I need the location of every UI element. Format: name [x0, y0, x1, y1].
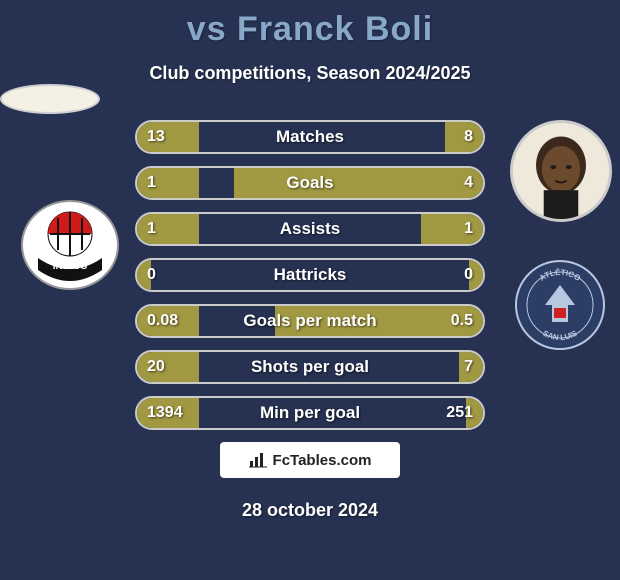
stat-value-right: 0	[464, 258, 473, 292]
stats-bars: Matches138Goals14Assists11Hattricks00Goa…	[135, 120, 485, 442]
stat-track	[135, 304, 485, 338]
page-title: vs Franck Boli	[0, 0, 620, 49]
site-tag[interactable]: FcTables.com	[220, 442, 400, 478]
stat-row: Assists11	[135, 212, 485, 246]
stat-row: Goals14	[135, 166, 485, 200]
stat-row: Goals per match0.080.5	[135, 304, 485, 338]
stat-track	[135, 120, 485, 154]
stat-value-left: 1	[147, 166, 156, 200]
stat-value-right: 8	[464, 120, 473, 154]
left-player-avatar	[0, 84, 100, 114]
stat-row: Shots per goal207	[135, 350, 485, 384]
stat-bar-right	[234, 168, 483, 198]
right-player-avatar	[510, 120, 612, 222]
footer-date: 28 october 2024	[0, 500, 620, 521]
stat-value-right: 4	[464, 166, 473, 200]
chart-icon	[249, 451, 267, 469]
svg-text:INDIOS: INDIOS	[53, 261, 88, 272]
stat-track	[135, 350, 485, 384]
stat-value-left: 20	[147, 350, 165, 384]
stat-value-left: 0.08	[147, 304, 178, 338]
stat-value-left: 0	[147, 258, 156, 292]
stat-value-right: 0.5	[451, 304, 473, 338]
stat-track	[135, 212, 485, 246]
page-subtitle: Club competitions, Season 2024/2025	[0, 63, 620, 84]
stat-value-right: 7	[464, 350, 473, 384]
left-club-badge: INDIOS	[20, 200, 120, 290]
stat-value-right: 251	[446, 396, 473, 430]
stat-value-right: 1	[464, 212, 473, 246]
stat-bar-right	[421, 214, 483, 244]
stat-row: Min per goal1394251	[135, 396, 485, 430]
site-label: FcTables.com	[273, 452, 372, 469]
stat-value-left: 13	[147, 120, 165, 154]
stat-value-left: 1394	[147, 396, 183, 430]
stat-track	[135, 258, 485, 292]
stat-track	[135, 166, 485, 200]
stat-row: Matches138	[135, 120, 485, 154]
stat-row: Hattricks00	[135, 258, 485, 292]
stat-value-left: 1	[147, 212, 156, 246]
right-club-badge: ATLÉTICO SAN LUIS	[510, 260, 610, 350]
stat-track	[135, 396, 485, 430]
